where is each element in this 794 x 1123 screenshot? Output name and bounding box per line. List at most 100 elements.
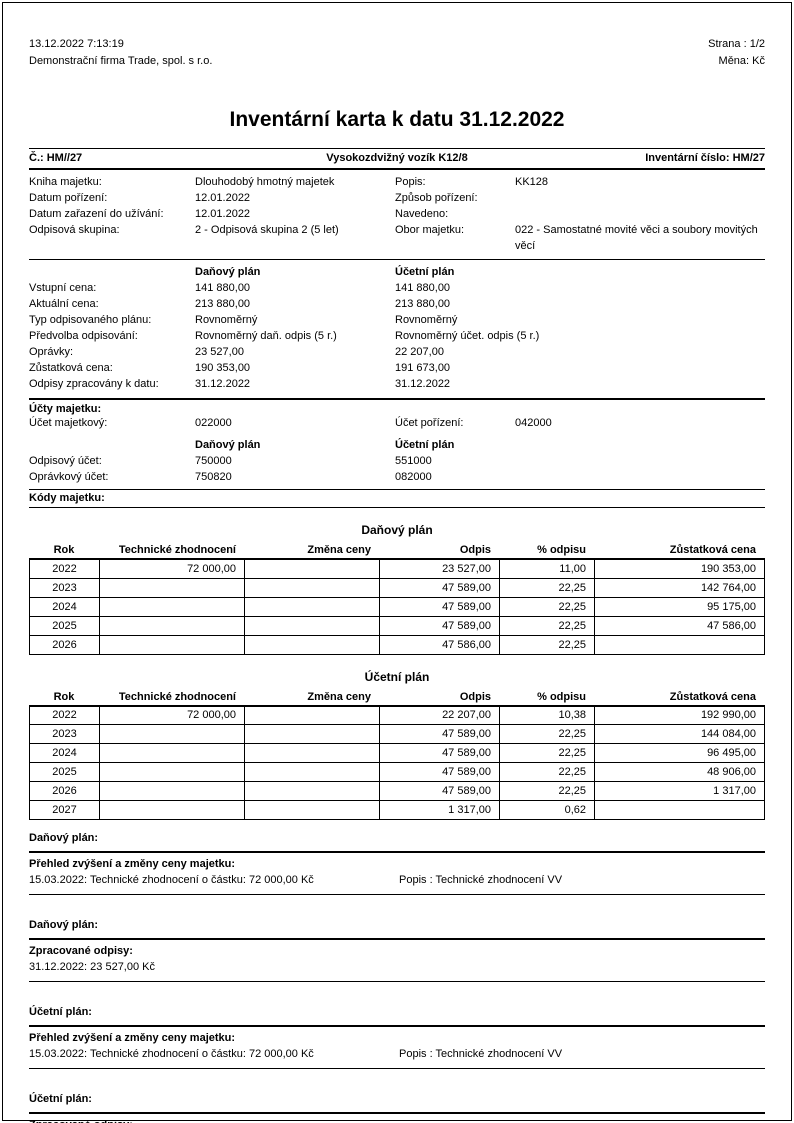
- section-body: Přehled zvýšení a změny ceny majetku: 15…: [29, 853, 765, 894]
- section-plan-label: Účetní plán:: [29, 1093, 92, 1105]
- info-label: Popis:: [395, 176, 426, 188]
- header-right: Strana : 1/2 Měna: Kč: [708, 36, 765, 70]
- account-value: 022000: [195, 417, 232, 429]
- table-row: 2026 47 589,00 22,25 1 317,00: [29, 781, 765, 801]
- price-change-cell: [244, 596, 380, 617]
- column-header: Změna ceny: [307, 544, 371, 556]
- plan-row-tax-value: Rovnoměrný daň. odpis (5 r.): [195, 330, 337, 342]
- accounting-plan-table-header: Rok Technické zhodnocení Změna ceny Odpi…: [29, 691, 765, 705]
- info-label: Datum pořízení:: [29, 192, 108, 204]
- table-row: 2025 47 589,00 22,25 48 906,00: [29, 762, 765, 782]
- depreciation-pct-cell: 10,38: [499, 705, 595, 725]
- tech-improvement-cell: [99, 724, 245, 744]
- plan-row-label: Vstupní cena:: [29, 282, 97, 294]
- plan-row-label: Aktuální cena:: [29, 298, 99, 310]
- section-plan-label: Daňový plán:: [29, 832, 99, 844]
- divider: [29, 1112, 765, 1114]
- info-label: Způsob pořízení:: [395, 192, 478, 204]
- divider: [29, 938, 765, 940]
- asset-info-grid: Kniha majetku: Dlouhodobý hmotný majetek…: [29, 170, 765, 259]
- asset-codes-section: Kódy majetku:: [29, 489, 765, 508]
- year-cell: 2023: [29, 724, 100, 744]
- depreciation-pct-cell: 22,25: [499, 743, 595, 763]
- info-label: Datum zařazení do užívání:: [29, 208, 164, 220]
- accounting-plan-table-title: Účetní plán: [364, 669, 430, 684]
- table-row: 2026 47 586,00 22,25: [29, 634, 765, 655]
- plan-row-label: Oprávky:: [29, 346, 74, 358]
- tech-improvement-cell: [99, 596, 245, 617]
- depreciation-cell: 47 589,00: [379, 577, 500, 598]
- price-change-entry: 15.03.2022: Technické zhodnocení o částk…: [29, 874, 314, 886]
- section-body: Přehled zvýšení a změny ceny majetku: 15…: [29, 1027, 765, 1068]
- year-cell: 2026: [29, 781, 100, 801]
- residual-value-cell: 1 317,00: [594, 781, 765, 801]
- info-value: [515, 190, 765, 206]
- tax-plan-table: 2022 72 000,00 23 527,00 11,00 190 353,0…: [29, 558, 765, 655]
- plans-grid: Daňový plán Účetní plán: [29, 260, 765, 285]
- account-label: Účet pořízení:: [395, 417, 464, 429]
- column-header: Odpis: [459, 690, 491, 703]
- table-row: 2025 47 589,00 22,25 47 586,00: [29, 615, 765, 636]
- depreciation-pct-cell: 22,25: [499, 615, 595, 636]
- year-cell: 2027: [29, 800, 100, 820]
- info-label: Kniha majetku:: [29, 176, 102, 188]
- section-plan-label: Účetní plán:: [29, 1006, 92, 1018]
- table-row: 2022 72 000,00 23 527,00 11,00 190 353,0…: [29, 558, 765, 579]
- table-row: 2024 47 589,00 22,25 95 175,00: [29, 596, 765, 617]
- column-header: Změna ceny: [307, 690, 371, 703]
- depreciation-pct-cell: 22,25: [499, 577, 595, 598]
- price-change-cell: [244, 634, 380, 655]
- info-label: Obor majetku:: [395, 224, 465, 236]
- section-subtitle: Přehled zvýšení a změny ceny majetku:: [29, 1032, 236, 1044]
- section-items: 15.03.2022: Technické zhodnocení o částk…: [29, 872, 765, 888]
- plan-row-label: Typ odpisovaného plánu:: [29, 314, 152, 326]
- tax-plan-table-body: 2022 72 000,00 23 527,00 11,00 190 353,0…: [29, 558, 765, 655]
- tax-plan-table-block: Daňový plán Rok Technické zhodnocení Změ…: [29, 523, 765, 655]
- account-label: Účet majetkový:: [29, 417, 108, 429]
- column-header: Rok: [53, 544, 75, 556]
- plan-row-acc-value: 191 673,00: [395, 362, 451, 374]
- year-cell: 2026: [29, 634, 100, 655]
- plan-row-tax-value: 190 353,00: [195, 362, 251, 374]
- depreciation-cell: 47 589,00: [379, 743, 500, 763]
- plan-row-acc-value: 22 207,00: [395, 346, 444, 358]
- tax-plan-table-title: Daňový plán: [361, 523, 433, 537]
- depreciation-pct-cell: 22,25: [499, 634, 595, 655]
- column-header: Odpis: [459, 544, 491, 556]
- accounting-plan-table-block: Účetní plán Rok Technické zhodnocení Změ…: [29, 669, 765, 820]
- section-subtitle: Přehled zvýšení a změny ceny majetku:: [29, 858, 236, 870]
- year-cell: 2024: [29, 743, 100, 763]
- price-change-description: Popis : Technické zhodnocení VV: [399, 874, 563, 886]
- plan-row-acc-value: 141 880,00: [395, 282, 451, 294]
- price-change-cell: [244, 577, 380, 598]
- year-cell: 2022: [29, 705, 100, 725]
- plan-row-tax-value: 23 527,00: [195, 346, 244, 358]
- currency-label: Měna: Kč: [718, 55, 765, 67]
- tax-plan-table-header: Rok Technické zhodnocení Změna ceny Odpi…: [29, 544, 765, 558]
- plan-row-label: Předvolba odpisování:: [29, 330, 138, 342]
- price-change-cell: [244, 762, 380, 782]
- residual-value-cell: 144 084,00: [594, 724, 765, 744]
- tax-plan-processed-depreciation-section: Daňový plán: Zpracované odpisy: 31.12.20…: [29, 917, 765, 982]
- info-value: 2 - Odpisová skupina 2 (5 let): [195, 224, 339, 236]
- account-row-label: Odpisový účet:: [29, 455, 102, 467]
- section-items: 31.12.2022: 23 527,00 Kč: [29, 959, 765, 975]
- residual-value-cell: 192 990,00: [594, 705, 765, 725]
- depreciation-cell: 47 589,00: [379, 781, 500, 801]
- plans-rows: Vstupní cena: 141 880,00 141 880,00 Aktu…: [29, 280, 765, 398]
- divider: [29, 851, 765, 853]
- depreciation-cell: 47 589,00: [379, 615, 500, 636]
- column-header: Technické zhodnocení: [118, 690, 236, 703]
- depreciation-pct-cell: 22,25: [499, 596, 595, 617]
- account-row-acc-value: 551000: [395, 455, 432, 467]
- accounting-plan-table-body: 2022 72 000,00 22 207,00 10,38 192 990,0…: [29, 705, 765, 820]
- section-body: Zpracované odpisy: 31.01.2022: 1 300,58 …: [29, 1114, 765, 1123]
- depreciation-cell: 47 589,00: [379, 762, 500, 782]
- tech-improvement-cell: [99, 743, 245, 763]
- accounts-rows: Odpisový účet: 750000 551000 Oprávkový ú…: [29, 453, 765, 485]
- price-change-cell: [244, 724, 380, 744]
- tech-improvement-cell: 72 000,00: [99, 705, 245, 725]
- document-title: Inventární karta k datu 31.12.2022: [229, 108, 565, 131]
- plan-row-acc-value: Rovnoměrný účet. odpis (5 r.): [395, 330, 540, 342]
